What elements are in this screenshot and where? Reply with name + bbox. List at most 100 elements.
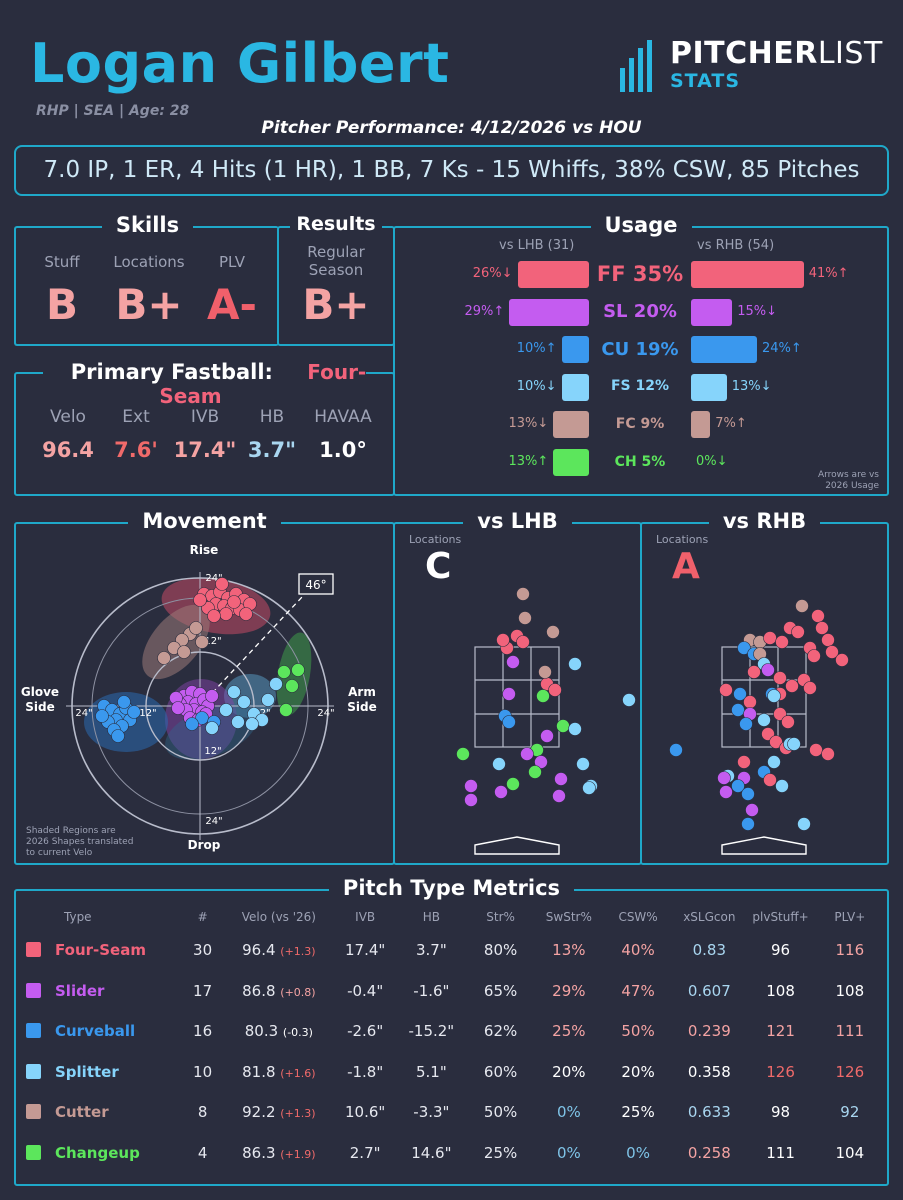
metrics-row: Cutter 8 92.2 (+1.3) 10.6" -3.3" 50% 0% 25% 0.63… (26, 1092, 884, 1133)
metric-swstr: 29% (552, 981, 586, 1000)
movement-point (269, 677, 283, 691)
metric-swstr: 13% (552, 941, 586, 960)
movement-point (215, 577, 229, 591)
vs-rhb-point (737, 755, 751, 769)
movement-note-2: 2026 Shapes translated (26, 837, 133, 847)
metric-plvstuff: 98 (771, 1103, 791, 1122)
usage-pct-lhb: 10%↑ (516, 341, 557, 357)
pitch-swatch-icon (26, 1144, 41, 1160)
pitch-swatch-icon (26, 1104, 41, 1120)
vs-rhb-points (669, 599, 849, 831)
movement-point (193, 593, 207, 607)
pitch-swatch-icon (26, 1063, 41, 1079)
usage-bar-rhb (691, 411, 711, 439)
movement-points (95, 577, 305, 743)
vs-lhb-point (568, 657, 582, 671)
label-drop: Drop (188, 838, 221, 852)
metric-csw: 50% (621, 1022, 655, 1041)
ff-label-hb: HB (259, 407, 285, 427)
usage-bar-lhb (561, 336, 589, 364)
velo-value: 92.2 (242, 1103, 281, 1122)
vs-lhb-point (464, 779, 478, 793)
vs-rhb-point (821, 633, 835, 647)
vs-lhb-strike-zone (474, 646, 560, 748)
vs-lhb-point (506, 777, 520, 791)
pitch-type-name: Splitter (55, 1062, 119, 1081)
skill-grade-stuff: B (45, 280, 78, 329)
vs-rhb-point (745, 803, 759, 817)
vs-lhb-home-plate (474, 836, 560, 855)
vs-lhb-point (554, 772, 568, 786)
movement-point (195, 635, 209, 649)
col-str: Str% (486, 910, 515, 924)
vs-rhb-point (797, 817, 811, 831)
results-panel: Results Regular Season B+ (277, 213, 395, 346)
metric-hb: 3.7" (415, 941, 447, 960)
performance-title: Pitcher Performance: 4/12/2026 vs HOU (261, 118, 642, 138)
movement-point (291, 663, 305, 677)
vs-rhb-location-chart (669, 599, 849, 855)
ring-label-left-24: 24" (75, 708, 92, 719)
pitcher-name: Logan Gilbert (30, 32, 450, 95)
velo-value: 86.8 (242, 981, 281, 1000)
metric-csw: 40% (621, 941, 655, 960)
velo-value: 81.8 (242, 1062, 281, 1081)
metric-type: Splitter (26, 1052, 182, 1093)
metric-swstr: 25% (552, 1022, 586, 1041)
metric-plv: 111 (835, 1022, 865, 1041)
metric-ivb: 2.7" (349, 1143, 381, 1162)
ring-label-bottom-12: 12" (204, 746, 221, 757)
movement-point (111, 729, 125, 743)
metric-xslgcon: 0.239 (687, 1022, 731, 1041)
vs-lhb-point (536, 689, 550, 703)
movement-point (171, 701, 185, 715)
results-label-season: Season (308, 261, 364, 279)
metric-hb: -15.2" (408, 1022, 455, 1041)
metric-swstr: 0% (556, 1143, 581, 1162)
metric-type: Changeup (26, 1133, 182, 1174)
metric-csw: 47% (621, 981, 655, 1000)
vs-rhb-point (781, 715, 795, 729)
metrics-header-row: Type # Velo (vs '26) IVB HB Str% SwStr% … (26, 904, 884, 930)
metric-velo: 96.4 (+1.3) (224, 930, 334, 971)
usage-pitch-name: CU 19% (601, 338, 679, 360)
movement-point (227, 685, 241, 699)
metrics-row: Changeup 4 86.3 (+1.9) 2.7" 14.6" 25% 0% 0% 0.25… (26, 1133, 884, 1174)
metric-plvstuff: 111 (766, 1143, 795, 1162)
movement-point (277, 665, 291, 679)
ring-label-top-24: 24" (205, 573, 222, 584)
metric-ivb: 17.4" (344, 941, 386, 960)
logo-wordmark: PITCHERLIST (670, 36, 883, 71)
pitch-type-name: Changeup (55, 1143, 140, 1162)
pitcher-meta: RHP | SEA | Age: 28 (36, 103, 190, 119)
movement-point (185, 717, 199, 731)
col-plvstuff: plvStuff+ (752, 910, 809, 924)
pitch-swatch-icon (26, 1023, 41, 1039)
skill-label-plv: PLV (218, 253, 245, 271)
usage-bar-lhb (509, 298, 589, 326)
metric-count: 8 (197, 1103, 208, 1122)
vs-rhb-point (775, 635, 789, 649)
col-xslgcon: xSLGcon (683, 910, 736, 924)
vs-lhb-point (534, 755, 548, 769)
vs-rhb-point (815, 621, 829, 635)
usage-bar-lhb (561, 373, 589, 401)
vs-lhb-points (456, 587, 636, 807)
vs-lhb-point (520, 747, 534, 761)
results-title: Results (290, 213, 382, 235)
vs-rhb-point (811, 609, 825, 623)
movement-point (227, 595, 241, 609)
metric-str: 50% (483, 1103, 518, 1122)
movement-point (207, 609, 221, 623)
pitch-type-name: Cutter (55, 1103, 109, 1122)
usage-pct-rhb: 15%↓ (737, 303, 778, 319)
metric-xslgcon: 0.258 (687, 1143, 731, 1162)
vs-lhb-point (492, 757, 506, 771)
vs-lhb-point (622, 693, 636, 707)
pitch-type-name: Four-Seam (55, 941, 146, 960)
vs-rhb-home-plate (721, 836, 807, 855)
usage-pitch-name: FF 35% (596, 262, 684, 286)
vs-lhb-point (582, 781, 596, 795)
usage-pitch-name: FC 9% (615, 415, 665, 432)
arm-angle-box (298, 573, 334, 595)
